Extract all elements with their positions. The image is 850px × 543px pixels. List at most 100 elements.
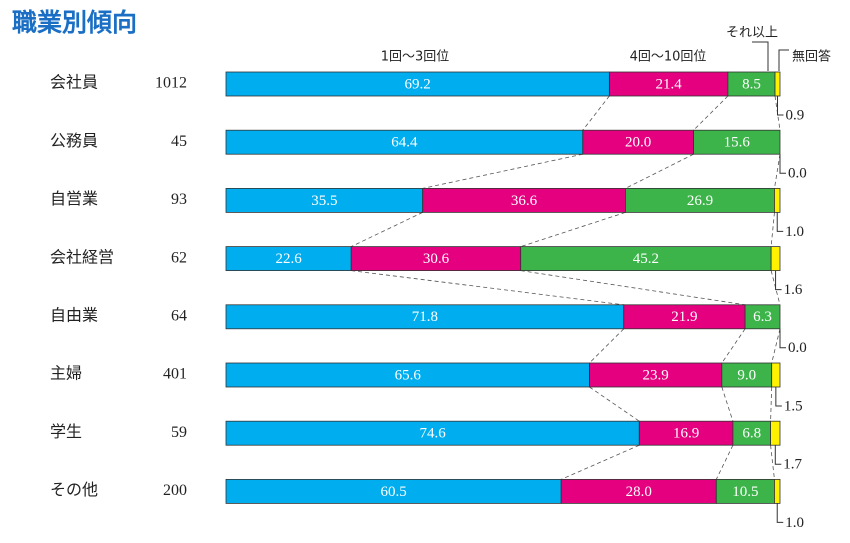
connector bbox=[770, 386, 773, 422]
count-label: 62 bbox=[171, 249, 187, 266]
bar-segment bbox=[744, 304, 781, 330]
bar-segment bbox=[774, 71, 781, 97]
category-label: 自由業 bbox=[50, 306, 98, 324]
bar-segment bbox=[770, 246, 781, 272]
category-label: 学生 bbox=[50, 423, 82, 441]
bar-segment bbox=[225, 187, 424, 213]
count-label: 64 bbox=[171, 307, 187, 324]
bar-segment bbox=[774, 187, 781, 213]
count-label: 1012 bbox=[155, 75, 187, 92]
value-label: 69.2 bbox=[405, 76, 431, 92]
legend-label: 4回～10回位 bbox=[630, 50, 707, 65]
bar-segment bbox=[225, 478, 562, 504]
value-label: 64.4 bbox=[391, 135, 418, 151]
value-leader bbox=[779, 154, 786, 174]
bar-segment bbox=[225, 304, 625, 330]
connector bbox=[351, 212, 423, 247]
category-label: 公務員 bbox=[50, 132, 98, 150]
value-label: 74.6 bbox=[420, 426, 447, 442]
value-label: 1.5 bbox=[784, 398, 803, 414]
value-label: 16.9 bbox=[673, 426, 699, 442]
category-label: 主婦 bbox=[50, 365, 82, 383]
bar-segment bbox=[608, 71, 729, 97]
value-label: 1.0 bbox=[785, 224, 804, 240]
connector bbox=[774, 154, 781, 189]
value-leader bbox=[774, 445, 782, 465]
value-leader bbox=[775, 270, 782, 291]
bar-segment bbox=[625, 187, 775, 213]
legend-label: それ以上 bbox=[726, 26, 778, 41]
bar-segment bbox=[638, 420, 734, 446]
value-label: 6.3 bbox=[753, 309, 772, 325]
value-label: 22.6 bbox=[275, 251, 302, 267]
value-label: 21.4 bbox=[656, 76, 683, 92]
value-label: 35.5 bbox=[311, 193, 337, 209]
connector bbox=[715, 445, 734, 480]
value-leader bbox=[779, 328, 786, 349]
count-label: 59 bbox=[171, 424, 187, 441]
value-label: 30.6 bbox=[423, 251, 450, 267]
value-label: 0.0 bbox=[788, 340, 807, 356]
value-label: 65.6 bbox=[395, 367, 422, 383]
value-leader bbox=[776, 503, 784, 523]
value-label: 10.5 bbox=[732, 484, 758, 500]
bar-segment bbox=[225, 129, 584, 155]
bar-segment bbox=[589, 362, 723, 388]
value-label: 36.6 bbox=[511, 193, 538, 209]
chart-title: 職業別傾向 bbox=[12, 8, 137, 37]
connector bbox=[589, 328, 625, 364]
value-label: 15.6 bbox=[724, 135, 751, 151]
count-label: 401 bbox=[163, 366, 187, 383]
bar-segment bbox=[225, 71, 610, 97]
value-label: 6.8 bbox=[742, 426, 761, 442]
legend-leader bbox=[752, 41, 769, 71]
value-label: 28.0 bbox=[626, 484, 652, 500]
connector bbox=[422, 153, 583, 189]
bar-segment bbox=[225, 362, 590, 388]
value-leader bbox=[775, 387, 782, 407]
bar-segment bbox=[582, 129, 694, 155]
value-label: 45.2 bbox=[633, 251, 659, 267]
connector bbox=[770, 212, 775, 247]
category-label: その他 bbox=[50, 481, 98, 499]
bar-segment bbox=[560, 478, 717, 504]
connector bbox=[561, 444, 640, 480]
value-label: 21.9 bbox=[671, 309, 697, 325]
bar-segment bbox=[721, 362, 773, 388]
bar-segment bbox=[225, 246, 352, 272]
value-leader bbox=[777, 96, 784, 116]
connector bbox=[520, 212, 626, 247]
bar-segment bbox=[623, 304, 746, 330]
category-label: 会社経営 bbox=[50, 248, 114, 266]
category-label: 会社員 bbox=[50, 74, 98, 92]
bar-segment bbox=[350, 246, 522, 272]
connector bbox=[693, 95, 729, 131]
value-label: 26.9 bbox=[687, 193, 713, 209]
value-label: 0.9 bbox=[786, 107, 805, 123]
legend-label: 無回答 bbox=[792, 49, 831, 65]
connector bbox=[582, 95, 610, 131]
count-label: 200 bbox=[163, 482, 187, 499]
value-label: 60.5 bbox=[380, 484, 406, 500]
value-label: 8.5 bbox=[742, 76, 761, 92]
value-label: 0.0 bbox=[788, 166, 807, 182]
connector bbox=[351, 270, 624, 306]
value-label: 23.9 bbox=[643, 367, 669, 383]
value-label: 71.8 bbox=[412, 309, 438, 325]
connector bbox=[520, 270, 746, 306]
bar-segment bbox=[771, 362, 781, 388]
connector bbox=[771, 328, 781, 364]
bar-segment bbox=[770, 420, 781, 446]
value-leader bbox=[776, 212, 784, 232]
value-label: 1.7 bbox=[783, 457, 802, 473]
bar-segment bbox=[774, 478, 781, 504]
bar-segment bbox=[225, 420, 640, 446]
value-label: 20.0 bbox=[625, 135, 651, 151]
category-label: 自営業 bbox=[50, 190, 98, 208]
bar-segment bbox=[732, 420, 771, 446]
value-label: 1.6 bbox=[784, 282, 803, 298]
connector bbox=[770, 445, 775, 480]
connector bbox=[721, 328, 746, 364]
bar-segment bbox=[693, 129, 781, 155]
